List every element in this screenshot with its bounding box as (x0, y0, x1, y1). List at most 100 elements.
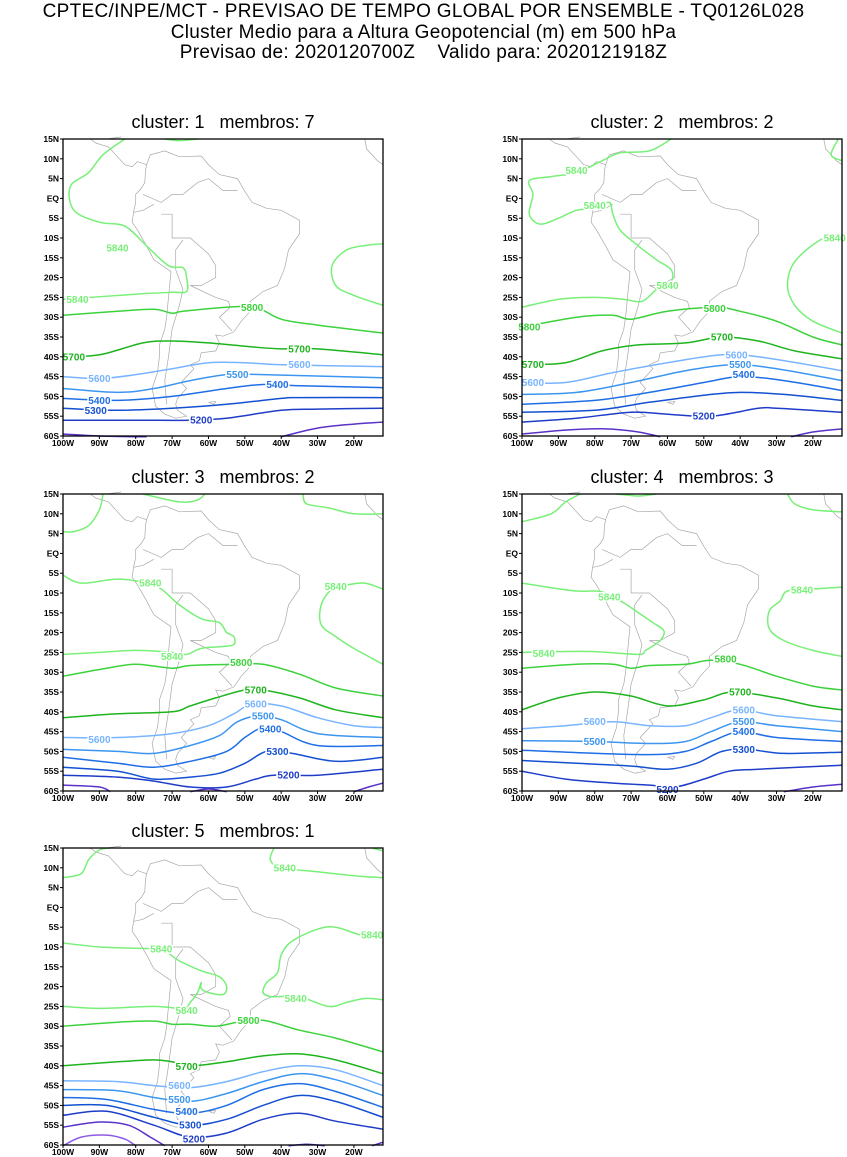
contour-label: 5800 (704, 304, 727, 315)
contour-label: 5600 (245, 699, 268, 710)
lon-tick-label: 30W (309, 793, 327, 803)
lat-tick-label: 40S (44, 352, 59, 362)
lat-tick-label: 10S (503, 233, 518, 243)
lat-tick-label: 50S (503, 746, 518, 756)
contour-line-5700 (62, 1053, 384, 1075)
contour-line-5500 (62, 373, 384, 394)
lon-tick-label: 100W (52, 1147, 75, 1157)
lat-tick-label: 55S (44, 766, 59, 776)
contour-line-5840 (521, 582, 665, 656)
lat-tick-label: 10N (43, 863, 59, 873)
lat-tick-label: 60S (503, 431, 518, 441)
contour-line-5840 (766, 586, 843, 658)
main-title: CPTEC/INPE/MCT - PREVISAO DE TEMPO GLOBA… (42, 1, 805, 22)
contour-line-5500 (521, 720, 843, 745)
contour-line-5800 (62, 1019, 384, 1053)
contour-label: 5700 (711, 333, 734, 344)
coastline (364, 847, 384, 874)
contour-line-5700 (521, 691, 843, 711)
contour-line-5500 (521, 363, 843, 396)
contour-label: 5600 (584, 717, 607, 728)
contour-label: 5840 (791, 585, 814, 596)
country-border (175, 239, 184, 270)
contour-label: 5500 (226, 370, 249, 381)
contour-line-5400 (521, 730, 843, 756)
coastline (208, 401, 217, 405)
lon-tick-label: 90W (550, 438, 568, 448)
lat-tick-label: 15S (44, 253, 59, 263)
lat-tick-label: 45S (44, 727, 59, 737)
lat-tick-label: 10S (44, 588, 59, 598)
lat-tick-label: 40S (44, 1061, 59, 1071)
contour-label: 5200 (693, 412, 716, 423)
lon-tick-label: 100W (52, 438, 75, 448)
contour-label: 5400 (259, 724, 282, 735)
contour-line-5840 (62, 493, 104, 533)
coastlines (90, 845, 384, 1128)
lat-tick-label: EQ (506, 548, 519, 558)
lat-tick-label: 5S (49, 213, 60, 223)
contour-line-5500 (62, 1072, 384, 1103)
contour-line-5800 (62, 305, 384, 334)
lon-tick-label: 100W (511, 793, 534, 803)
contour-line-5840 (269, 847, 384, 879)
coastline (364, 493, 384, 520)
contour-label: 5840 (565, 166, 588, 177)
coastline (90, 847, 300, 1128)
country-border (175, 948, 184, 979)
lon-tick-label: 90W (550, 793, 568, 803)
contour-label: 5700 (245, 686, 268, 697)
lat-tick-label: 10S (503, 588, 518, 598)
coastline (667, 401, 676, 405)
lon-tick-label: 70W (163, 1147, 181, 1157)
lat-tick-label: 25S (44, 647, 59, 657)
lat-tick-label: 20S (503, 628, 518, 638)
coastline (549, 493, 759, 774)
contour-label: 5500 (168, 1095, 191, 1106)
lon-tick-label: 80W (586, 793, 604, 803)
country-border (620, 568, 692, 687)
country-border (623, 269, 643, 405)
contour-label: 5840 (824, 234, 847, 245)
coastlines (90, 136, 384, 419)
contour-label: 5700 (729, 688, 752, 699)
lat-tick-label: 55S (503, 766, 518, 776)
lat-tick-label: 5S (508, 568, 519, 578)
contour-line-5840 (330, 243, 384, 307)
lon-tick-label: 30W (768, 793, 786, 803)
contour-label: 5200 (277, 771, 300, 782)
contour-label: 5200 (190, 416, 213, 427)
lat-tick-label: 15N (43, 134, 59, 144)
contour-line-5840 (62, 847, 111, 879)
contour-line-5300 (62, 750, 384, 781)
contour-line-5800 (521, 306, 843, 346)
contour-line-5840 (521, 138, 674, 309)
lon-tick-label: 60W (200, 1147, 218, 1157)
contours (62, 493, 384, 793)
lat-tick-label: EQ (47, 193, 60, 203)
lat-tick-label: 10N (43, 509, 59, 519)
contour-label: 5600 (88, 735, 111, 746)
coastlines (549, 491, 843, 774)
contour-line-5200 (62, 768, 384, 789)
lat-tick-label: 35S (44, 1041, 59, 1051)
lat-tick-label: 60S (503, 786, 518, 796)
lat-tick-label: 30S (503, 667, 518, 677)
country-border (161, 213, 233, 332)
contour-line-5300 (62, 396, 384, 412)
contour-label: 5800 (518, 323, 541, 334)
country-border (592, 558, 614, 568)
lat-tick-label: 15S (503, 608, 518, 618)
coastline (208, 1110, 217, 1114)
contour-line-5500 (62, 714, 384, 755)
lon-tick-label: 80W (127, 438, 145, 448)
contour-label: 5600 (288, 360, 311, 371)
contours (62, 138, 384, 438)
contour-line-5300 (521, 391, 843, 413)
lat-tick-label: EQ (47, 548, 60, 558)
contour-line-5400 (62, 726, 384, 768)
lat-tick-label: 5N (48, 174, 59, 184)
lon-tick-label: 20W (345, 793, 363, 803)
coastline (90, 493, 300, 774)
contour-label: 5840 (598, 593, 621, 604)
